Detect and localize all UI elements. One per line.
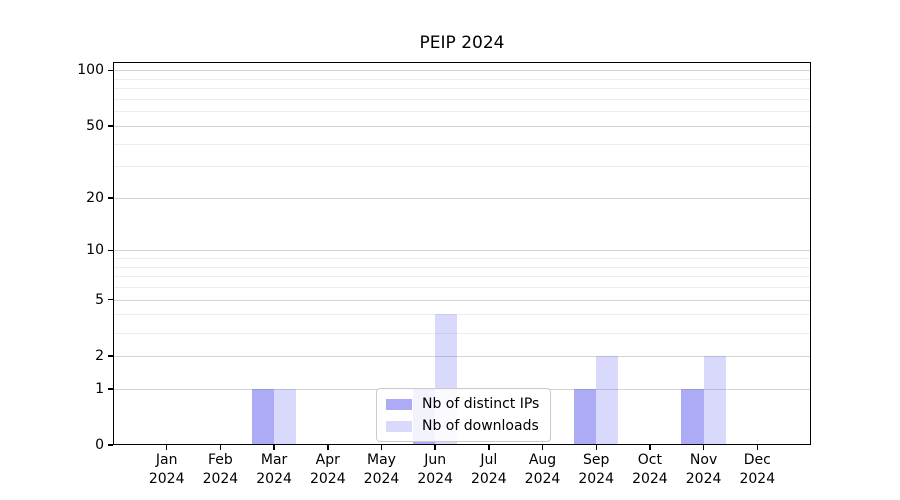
- minor-gridline: [113, 111, 811, 113]
- legend: Nb of distinct IPs Nb of downloads: [376, 388, 552, 442]
- x-tick-month: Aug: [528, 452, 557, 468]
- x-tick-label: Dec 2024: [717, 451, 797, 489]
- x-tick-label: Jul 2024: [449, 451, 529, 489]
- x-tick-mark: [488, 445, 490, 450]
- bar-downloads: [703, 355, 726, 445]
- x-tick-mark: [434, 445, 436, 450]
- x-tick-year: 2024: [202, 471, 239, 487]
- x-tick-month: Jun: [424, 452, 447, 468]
- y-tick-label: 0: [95, 437, 104, 453]
- x-tick-year: 2024: [470, 471, 507, 487]
- x-tick-year: 2024: [632, 471, 668, 487]
- bar-distinct-ips: [251, 388, 275, 445]
- x-tick-label: May 2024: [342, 451, 422, 489]
- x-tick-year: 2024: [578, 471, 614, 487]
- minor-gridline: [113, 258, 811, 260]
- x-tick-month: Jul: [480, 452, 498, 468]
- y-tick-label: 50: [86, 117, 104, 134]
- x-tick-month: Dec: [743, 452, 771, 468]
- x-tick-year: 2024: [309, 471, 346, 487]
- y-tick-label: 100: [77, 62, 104, 79]
- major-gridline: [113, 299, 811, 301]
- x-tick-year: 2024: [739, 471, 776, 487]
- legend-label-downloads: Nb of downloads: [422, 418, 539, 434]
- x-tick-year: 2024: [148, 471, 185, 487]
- x-tick-label: Oct 2024: [610, 451, 690, 489]
- minor-gridline: [113, 166, 811, 168]
- bar-distinct-ips: [681, 388, 704, 445]
- y-tick-label: 10: [86, 242, 104, 259]
- legend-item-distinct-ips: Nb of distinct IPs: [386, 396, 539, 412]
- legend-label-distinct-ips: Nb of distinct IPs: [422, 396, 540, 412]
- bar-distinct-ips: [573, 388, 597, 445]
- x-tick-label: Mar 2024: [234, 451, 314, 489]
- x-tick-year: 2024: [524, 471, 561, 487]
- minor-gridline: [113, 78, 811, 80]
- y-tick-label: 1: [95, 380, 104, 397]
- legend-swatch-downloads: [386, 420, 412, 432]
- x-tick-label: Sep 2024: [556, 451, 636, 489]
- y-tick-label: 5: [95, 291, 104, 308]
- x-tick-mark: [165, 445, 168, 450]
- x-tick-month: Feb: [207, 452, 233, 468]
- x-tick-month: Apr: [315, 452, 340, 468]
- x-tick-mark: [595, 445, 597, 450]
- major-gridline: [113, 125, 811, 127]
- x-tick-mark: [273, 445, 275, 450]
- y-tick-label: 2: [95, 347, 104, 364]
- minor-gridline: [113, 88, 811, 90]
- x-tick-year: 2024: [256, 471, 292, 487]
- minor-gridline: [113, 266, 811, 268]
- x-tick-year: 2024: [685, 471, 722, 487]
- x-tick-mark: [327, 445, 329, 450]
- legend-item-downloads: Nb of downloads: [386, 418, 539, 434]
- minor-gridline: [113, 143, 811, 145]
- minor-gridline: [113, 287, 811, 289]
- x-tick-mark: [756, 445, 759, 450]
- x-tick-mark: [380, 445, 383, 450]
- x-tick-year: 2024: [417, 471, 453, 487]
- x-tick-label: Jun 2024: [395, 451, 475, 489]
- x-tick-label: Apr 2024: [288, 451, 368, 489]
- chart-title: PEIP 2024: [419, 33, 505, 53]
- x-tick-mark: [649, 445, 651, 450]
- x-tick-month: Oct: [637, 452, 662, 468]
- major-gridline: [113, 70, 811, 72]
- y-tick-label: 20: [86, 189, 104, 206]
- plot-area: Nb of distinct IPs Nb of downloads: [113, 62, 811, 445]
- x-tick-month: Sep: [582, 452, 610, 468]
- minor-gridline: [113, 314, 811, 316]
- x-tick-month: Nov: [689, 452, 718, 468]
- x-tick-year: 2024: [363, 471, 400, 487]
- minor-gridline: [113, 276, 811, 278]
- legend-swatch-distinct-ips: [386, 398, 412, 410]
- minor-gridline: [113, 332, 811, 334]
- major-gridline: [113, 250, 811, 252]
- x-tick-mark: [541, 445, 544, 450]
- x-tick-month: May: [367, 452, 396, 468]
- x-tick-label: Feb 2024: [180, 451, 260, 489]
- x-tick-mark: [219, 445, 222, 450]
- x-tick-label: Nov 2024: [664, 451, 744, 489]
- major-gridline: [113, 197, 811, 199]
- bar-downloads: [596, 355, 619, 445]
- x-tick-month: Jan: [155, 452, 178, 468]
- x-tick-month: Mar: [260, 452, 288, 468]
- bar-downloads: [274, 388, 297, 445]
- major-gridline: [113, 355, 811, 357]
- x-tick-label: Jan 2024: [127, 451, 207, 489]
- x-tick-mark: [702, 445, 705, 450]
- minor-gridline: [113, 99, 811, 100]
- x-tick-label: Aug 2024: [503, 451, 583, 489]
